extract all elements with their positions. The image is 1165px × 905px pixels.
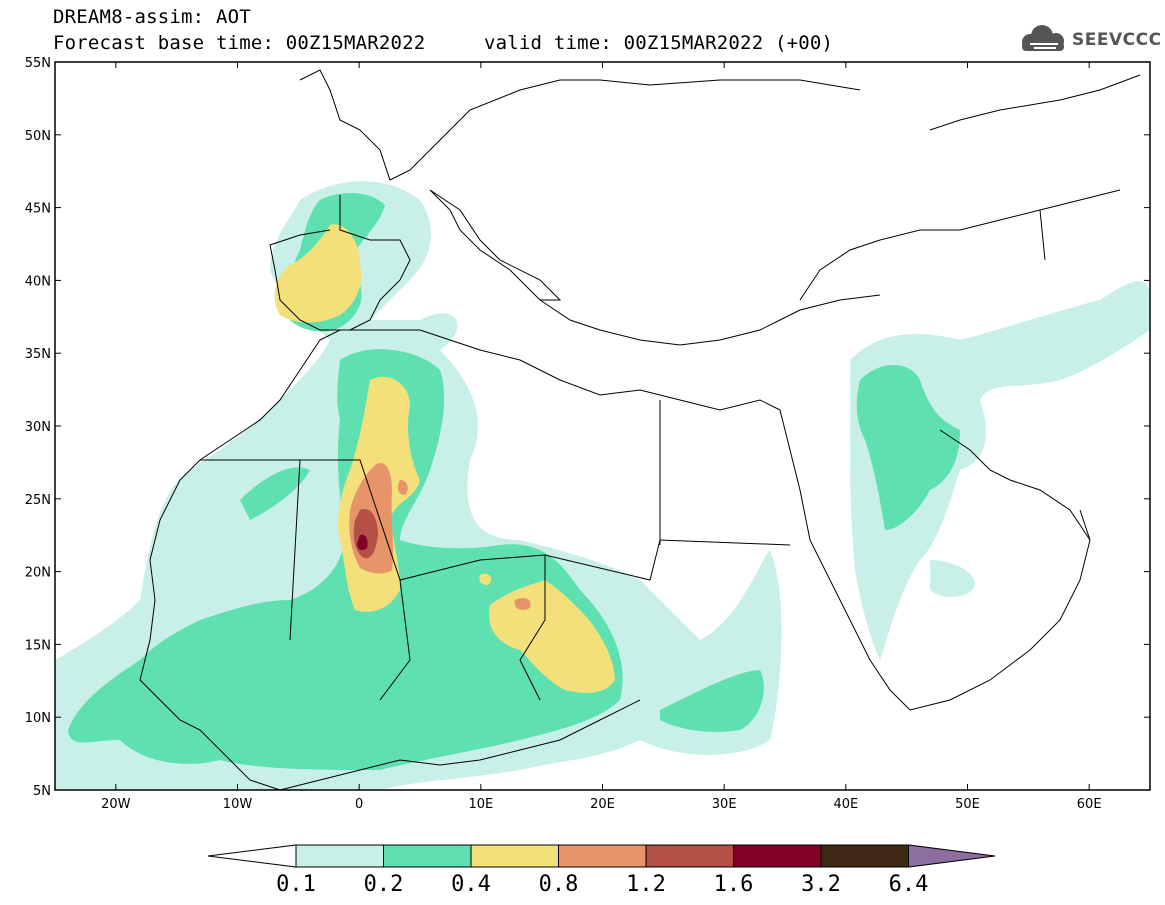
lat-label: 10N [25,711,51,726]
colorbar-segment [820,844,909,868]
lat-label: 5N [33,784,51,799]
lon-label: 10W [223,797,253,812]
colorbar-high-arrow [908,844,996,868]
cloud-icon [1022,25,1064,51]
lon-axis: 20W 10W 0 10E 20E 30E 40E 50E 60E [101,62,1102,812]
lat-label: 30N [25,420,51,435]
colorbar-label: 6.4 [889,872,929,897]
valid-time: valid time: 00Z15MAR2022 (+00) [484,32,834,54]
colorbar-label: 1.2 [626,872,666,897]
logo-text: SEEVCCC [1072,30,1162,50]
colorbar-segment [733,844,822,868]
lat-label: 40N [25,274,51,289]
lat-label: 20N [25,566,51,581]
colorbar-label: 0.4 [451,872,491,897]
lon-label: 50E [955,797,980,812]
lon-label: 20E [590,797,615,812]
aot-field [55,181,1150,790]
colorbar-label: 3.2 [801,872,841,897]
lon-label: 20W [101,797,131,812]
colorbar-segment [645,844,734,868]
lon-label: 30E [712,797,737,812]
lat-label: 50N [25,129,51,144]
lat-label: 55N [25,56,51,71]
colorbar-segment [295,844,384,868]
map-title: DREAM8-assim: AOT [53,6,251,28]
lon-label: 10E [468,797,493,812]
colorbar-label: 0.1 [276,872,316,897]
colorbar-label: 0.2 [364,872,404,897]
colorbar-label: 1.6 [714,872,754,897]
lat-label: 15N [25,638,51,653]
lon-label: 60E [1077,797,1102,812]
lon-label: 0 [355,797,363,812]
lat-label: 35N [25,347,51,362]
lat-label: 25N [25,493,51,508]
colorbar-segment [558,844,647,868]
colorbar-low-arrow [207,844,297,868]
colorbar: 0.1 0.2 0.4 0.8 1.2 1.6 3.2 6.4 [207,844,996,897]
lat-label: 45N [25,202,51,217]
lat-axis: 55N 50N 45N 40N 35N 30N 25N 20N 15N 10N 5N [25,56,1150,799]
colorbar-segment [383,844,472,868]
lon-label: 40E [833,797,858,812]
forecast-base-time: Forecast base time: 00Z15MAR2022 [53,32,426,54]
colorbar-label: 0.8 [539,872,579,897]
colorbar-segment [470,844,559,868]
